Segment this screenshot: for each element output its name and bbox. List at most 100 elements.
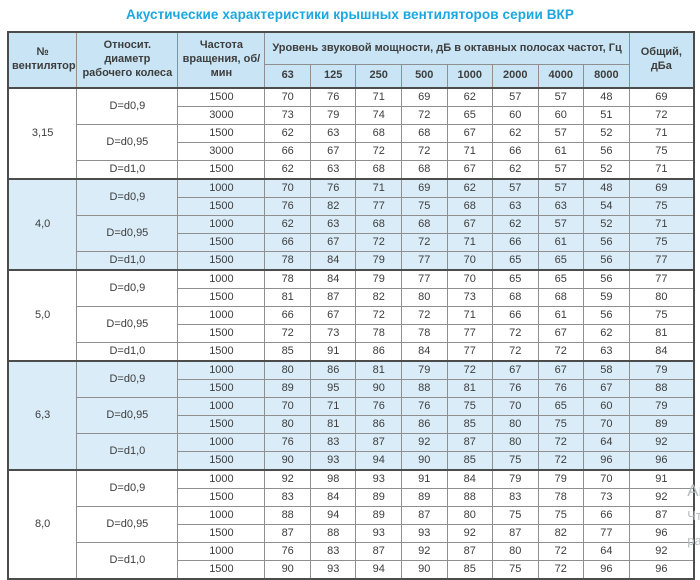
band-value-cell: 59	[583, 288, 630, 307]
band-value-cell: 78	[264, 251, 311, 271]
header-band-4000: 4000	[537, 64, 585, 89]
band-value-cell: 68	[400, 215, 448, 234]
band-value-cell: 87	[309, 288, 357, 307]
band-value-cell: 70	[264, 178, 311, 198]
band-value-cell: 72	[400, 142, 448, 161]
band-value-cell: 72	[400, 306, 448, 325]
band-value-cell: 86	[309, 360, 357, 380]
table-row: D=d0,95 1000 70 71 76 76 75 70 65 60 79	[8, 397, 695, 434]
speed-cell: 1000	[177, 542, 266, 561]
band-value-cell: 87	[400, 506, 448, 525]
band-value-cell: 95	[309, 379, 357, 398]
band-value-cell: 68	[355, 124, 402, 143]
band-value-cell: 65	[537, 397, 585, 416]
band-value-cell: 63	[492, 197, 539, 216]
table-row: D=d0,95 1000 88 94 89 87 80 75 75 66 87	[8, 506, 695, 543]
acoustic-characteristics-table: № вентилятора Относит. диаметр рабочего …	[7, 31, 695, 580]
band-value-cell: 68	[446, 197, 494, 216]
band-value-cell: 65	[492, 269, 539, 289]
band-value-cell: 88	[400, 379, 448, 398]
speed-cell: 1500	[177, 288, 266, 307]
band-value-cell: 88	[264, 506, 311, 525]
diameter-cell: D=d1,0	[76, 342, 179, 362]
band-value-cell: 62	[492, 160, 539, 180]
band-value-cell: 71	[446, 142, 494, 161]
total-value-cell: 96	[628, 524, 695, 543]
total-value-cell: 71	[628, 124, 695, 143]
header-band-1000: 1000	[446, 64, 494, 89]
band-value-cell: 90	[400, 451, 448, 471]
table-row: D=d0,95 1000 62 63 68 68 67 62 57 52 71	[8, 215, 695, 252]
table-row: 1500 89 95 90 88 81 76 76 67 88	[8, 379, 695, 398]
band-value-cell: 89	[400, 488, 448, 507]
table-row: 8,0 D=d0,9 1000 92 98 93 91 84 79 79 70 91	[7, 469, 695, 580]
diameter-cell: D=d0,9	[76, 469, 179, 507]
total-value-cell: 84	[628, 342, 695, 362]
speed-cell: 1000	[177, 360, 266, 380]
band-value-cell: 72	[537, 342, 585, 362]
band-value-cell: 66	[264, 306, 311, 325]
total-value-cell: 89	[628, 415, 695, 434]
band-value-cell: 82	[537, 524, 585, 543]
header-band-125: 125	[309, 64, 357, 89]
band-value-cell: 80	[264, 360, 311, 380]
band-value-cell: 93	[400, 524, 448, 543]
band-value-cell: 80	[492, 433, 539, 452]
band-value-cell: 70	[583, 415, 630, 434]
band-value-cell: 92	[400, 433, 448, 452]
band-value-cell: 77	[446, 342, 494, 362]
band-value-cell: 67	[309, 306, 357, 325]
table-row: 6,3 D=d0,9 1000 80 86 81 79 72 67 67 58 79	[7, 360, 695, 471]
total-value-cell: 77	[628, 251, 695, 271]
table-row: D=d0,95 1500 62 63 68 68 67 62 57 52 71	[8, 124, 695, 161]
speed-cell: 1500	[177, 524, 266, 543]
band-value-cell: 92	[446, 524, 494, 543]
band-value-cell: 72	[355, 306, 402, 325]
band-value-cell: 84	[309, 251, 357, 271]
band-value-cell: 51	[583, 106, 630, 125]
table-row: 1500 87 88 93 93 92 87 82 77 96	[8, 524, 695, 543]
band-value-cell: 78	[400, 324, 448, 343]
diameter-cell: D=d0,9	[76, 87, 179, 125]
band-value-cell: 98	[309, 469, 357, 489]
table-row: D=d1,0 1000 76 83 87 92 87 80 72 64 92	[8, 542, 695, 580]
band-value-cell: 72	[400, 233, 448, 252]
table-row: 1500 81 87 82 80 73 68 68 59 80	[8, 288, 695, 307]
diameter-cell: D=d1,0	[76, 251, 179, 271]
fan-number-cell: 8,0	[7, 469, 78, 580]
band-value-cell: 71	[355, 87, 402, 107]
total-value-cell: 91	[628, 469, 695, 489]
total-value-cell: 69	[628, 178, 695, 198]
band-value-cell: 61	[537, 142, 585, 161]
band-value-cell: 57	[492, 178, 539, 198]
band-value-cell: 58	[583, 360, 630, 380]
speed-cell: 1500	[177, 233, 266, 252]
band-value-cell: 76	[309, 87, 357, 107]
band-value-cell: 96	[583, 451, 630, 471]
header-speed: Частота вращения, об/мин	[177, 31, 266, 89]
band-value-cell: 77	[355, 197, 402, 216]
band-value-cell: 63	[309, 124, 357, 143]
band-value-cell: 65	[492, 251, 539, 271]
diameter-cell: D=d0,95	[76, 397, 179, 434]
band-value-cell: 62	[492, 124, 539, 143]
band-value-cell: 71	[355, 178, 402, 198]
header-band-250: 250	[355, 64, 402, 89]
band-value-cell: 56	[583, 142, 630, 161]
band-value-cell: 77	[583, 524, 630, 543]
band-value-cell: 64	[583, 542, 630, 561]
band-value-cell: 66	[264, 233, 311, 252]
band-value-cell: 78	[537, 488, 585, 507]
band-value-cell: 62	[264, 215, 311, 234]
band-value-cell: 56	[583, 306, 630, 325]
band-value-cell: 73	[446, 288, 494, 307]
table-row: 1500 83 84 89 89 88 83 78 73 92	[8, 488, 695, 507]
speed-cell: 1500	[177, 87, 266, 107]
band-value-cell: 84	[400, 342, 448, 362]
band-value-cell: 84	[309, 269, 357, 289]
fan-number-cell: 4,0	[7, 178, 78, 271]
band-value-cell: 83	[309, 542, 357, 561]
band-value-cell: 57	[537, 178, 585, 198]
band-value-cell: 77	[400, 269, 448, 289]
band-value-cell: 89	[264, 379, 311, 398]
